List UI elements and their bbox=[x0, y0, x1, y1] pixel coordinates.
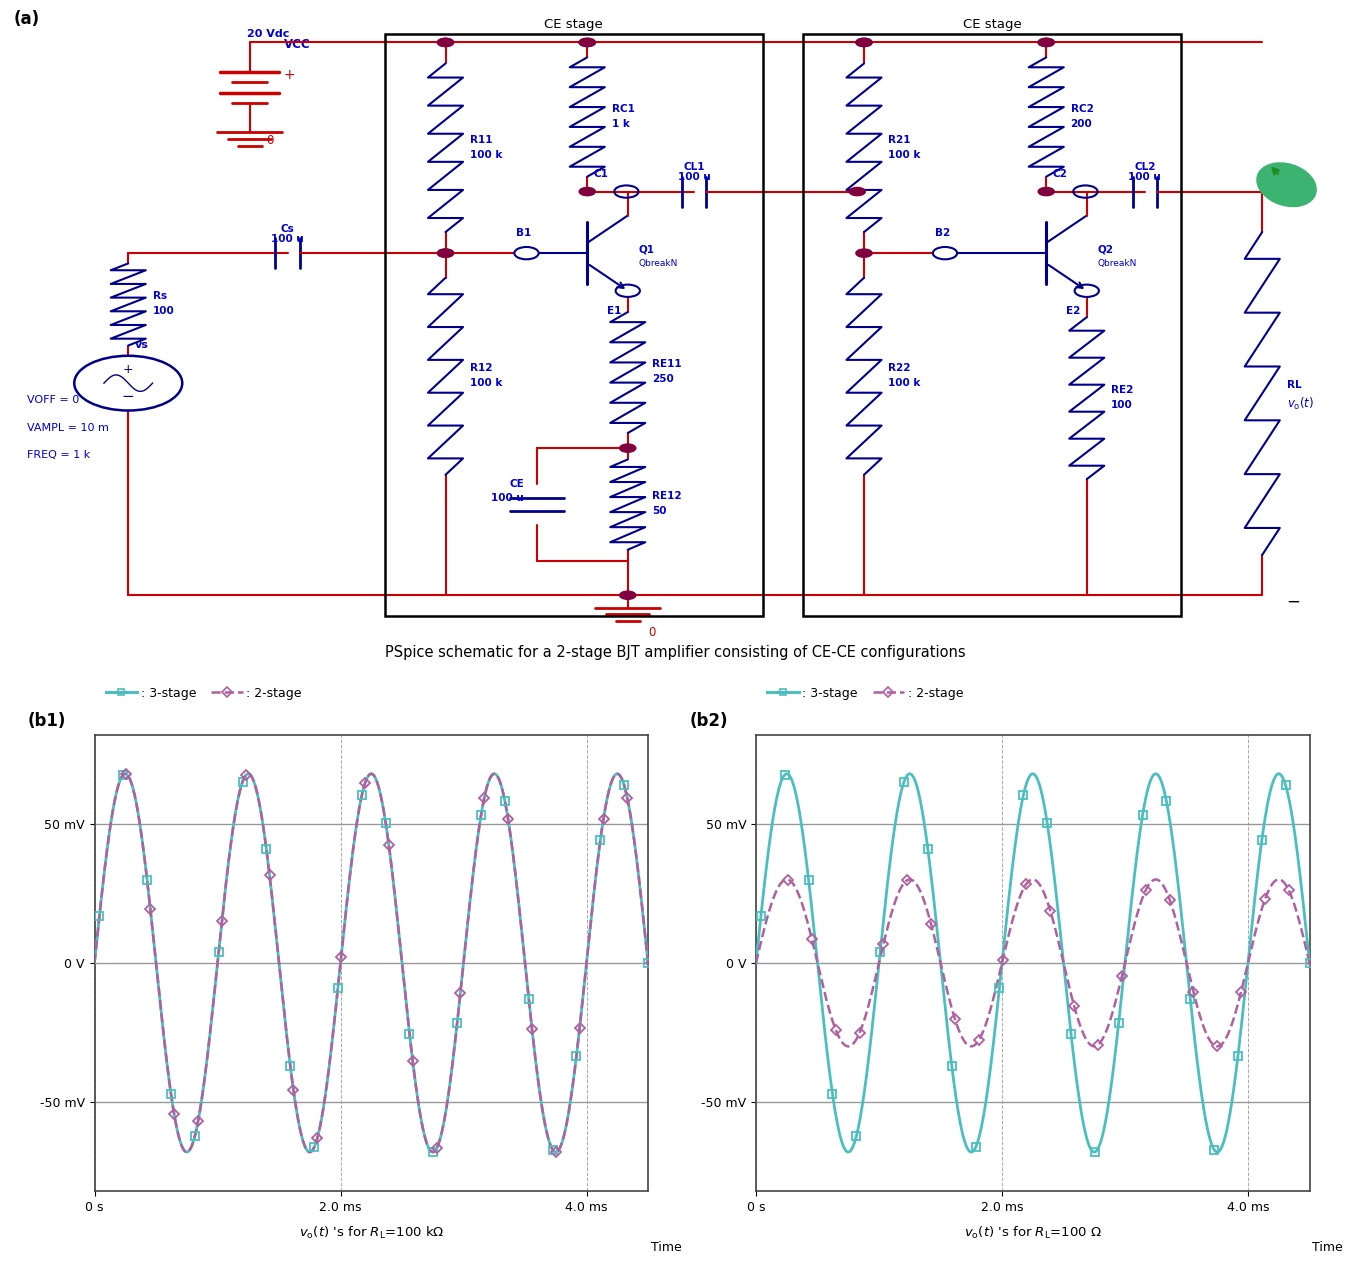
Circle shape bbox=[579, 38, 595, 47]
Text: −: − bbox=[1287, 593, 1300, 611]
Text: R21: R21 bbox=[888, 134, 911, 144]
Text: 1 k: 1 k bbox=[612, 119, 629, 129]
Text: (b2): (b2) bbox=[690, 712, 728, 730]
Text: (b1): (b1) bbox=[28, 712, 66, 730]
Text: 0: 0 bbox=[648, 626, 655, 640]
Text: E1: E1 bbox=[608, 305, 621, 315]
Legend: : 3-stage, : 2-stage: : 3-stage, : 2-stage bbox=[101, 682, 306, 704]
Text: RL: RL bbox=[1287, 380, 1301, 390]
Text: QbreakN: QbreakN bbox=[639, 258, 678, 267]
Text: R12: R12 bbox=[470, 364, 493, 372]
Text: Time: Time bbox=[1312, 1242, 1343, 1254]
Text: 100 k: 100 k bbox=[470, 150, 502, 160]
Text: RC1: RC1 bbox=[612, 104, 634, 114]
Text: QbreakN: QbreakN bbox=[1098, 258, 1137, 267]
Text: Q2: Q2 bbox=[1098, 245, 1114, 255]
Text: 250: 250 bbox=[652, 374, 674, 384]
Text: C1: C1 bbox=[593, 170, 609, 179]
Circle shape bbox=[620, 443, 636, 452]
Circle shape bbox=[437, 250, 454, 257]
Text: −: − bbox=[122, 389, 135, 404]
Bar bbox=[385, 34, 763, 616]
Text: Q1: Q1 bbox=[639, 245, 655, 255]
Text: 100 u: 100 u bbox=[491, 493, 524, 503]
Text: R22: R22 bbox=[888, 364, 911, 372]
Text: B1: B1 bbox=[516, 228, 532, 238]
Circle shape bbox=[1038, 188, 1054, 195]
Text: B2: B2 bbox=[934, 228, 950, 238]
Text: $v_{\rm o}(t)$: $v_{\rm o}(t)$ bbox=[1287, 395, 1314, 412]
Text: +: + bbox=[1287, 174, 1299, 189]
Text: +: + bbox=[123, 362, 134, 376]
Circle shape bbox=[856, 38, 872, 47]
Text: VCC: VCC bbox=[284, 38, 310, 51]
Text: E2: E2 bbox=[1066, 305, 1080, 315]
Text: 0: 0 bbox=[266, 134, 273, 147]
Text: 200: 200 bbox=[1071, 119, 1092, 129]
Text: RE11: RE11 bbox=[652, 360, 682, 369]
Text: RE12: RE12 bbox=[652, 492, 682, 502]
Text: Cs: Cs bbox=[281, 224, 294, 234]
Text: VAMPL = 10 m: VAMPL = 10 m bbox=[27, 423, 109, 432]
Text: 20 Vdc: 20 Vdc bbox=[247, 29, 289, 39]
Text: (a): (a) bbox=[14, 10, 39, 28]
Text: RC2: RC2 bbox=[1071, 104, 1094, 114]
Circle shape bbox=[1038, 38, 1054, 47]
Text: C2: C2 bbox=[1052, 170, 1068, 179]
Ellipse shape bbox=[1257, 163, 1316, 207]
Text: CL2: CL2 bbox=[1134, 162, 1156, 172]
Circle shape bbox=[579, 188, 595, 195]
Text: VOFF = 0: VOFF = 0 bbox=[27, 395, 80, 405]
Legend: : 3-stage, : 2-stage: : 3-stage, : 2-stage bbox=[763, 682, 968, 704]
Text: 100: 100 bbox=[1111, 400, 1133, 411]
Text: 100 u: 100 u bbox=[678, 172, 710, 182]
Circle shape bbox=[1038, 38, 1054, 47]
X-axis label: $v_{\rm o}(t)$ 's for $R_{\rm L}$=100 $\Omega$: $v_{\rm o}(t)$ 's for $R_{\rm L}$=100 $\… bbox=[964, 1225, 1102, 1240]
Text: RE2: RE2 bbox=[1111, 385, 1134, 395]
Text: 100 k: 100 k bbox=[470, 378, 502, 388]
Circle shape bbox=[849, 188, 865, 195]
Text: vs: vs bbox=[135, 341, 148, 350]
Bar bbox=[803, 34, 1181, 616]
Text: CE: CE bbox=[509, 479, 524, 489]
Circle shape bbox=[437, 38, 454, 47]
Text: CE stage: CE stage bbox=[544, 18, 603, 30]
Text: CL1: CL1 bbox=[683, 162, 705, 172]
Text: PSpice schematic for a 2-stage BJT amplifier consisting of CE-CE configurations: PSpice schematic for a 2-stage BJT ampli… bbox=[385, 645, 965, 660]
Text: 100 u: 100 u bbox=[1129, 172, 1161, 182]
Text: 100: 100 bbox=[153, 307, 174, 317]
Text: +: + bbox=[284, 68, 296, 82]
Circle shape bbox=[856, 38, 872, 47]
Text: CE stage: CE stage bbox=[963, 18, 1022, 30]
Circle shape bbox=[856, 250, 872, 257]
Text: 100 k: 100 k bbox=[888, 150, 921, 160]
Circle shape bbox=[579, 38, 595, 47]
Text: FREQ = 1 k: FREQ = 1 k bbox=[27, 450, 90, 460]
Text: 50: 50 bbox=[652, 507, 667, 517]
Circle shape bbox=[437, 250, 454, 257]
Text: 100 k: 100 k bbox=[888, 378, 921, 388]
Circle shape bbox=[620, 592, 636, 599]
X-axis label: $v_{\rm o}(t)$ 's for $R_{\rm L}$=100 k$\Omega$: $v_{\rm o}(t)$ 's for $R_{\rm L}$=100 k$… bbox=[298, 1225, 444, 1240]
Text: 100 u: 100 u bbox=[271, 233, 304, 243]
Text: Rs: Rs bbox=[153, 291, 166, 302]
Text: Time: Time bbox=[651, 1242, 682, 1254]
Text: R11: R11 bbox=[470, 134, 493, 144]
Circle shape bbox=[437, 38, 454, 47]
